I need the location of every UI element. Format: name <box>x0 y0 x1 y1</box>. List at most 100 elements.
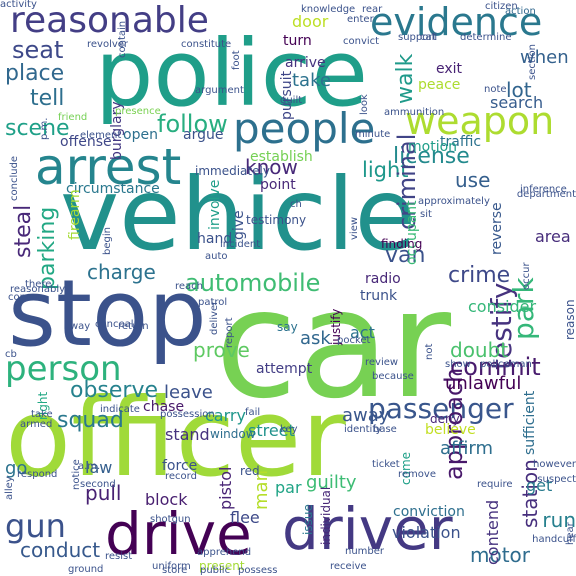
word-passenger: passenger <box>368 392 514 425</box>
word-arrest: arrest <box>35 138 182 196</box>
word-guilty: guilty <box>306 472 357 493</box>
word-foot: foot <box>231 50 242 70</box>
word-minute: minute <box>355 129 391 140</box>
word-reasonably: reasonably <box>10 284 66 295</box>
word-automobile: automobile <box>185 269 321 297</box>
word-motion: motion <box>408 139 458 155</box>
word-shotgun: shotgun <box>150 514 191 525</box>
word-officer: officer <box>5 376 346 501</box>
word-section: section <box>527 43 538 80</box>
word-issue: issue <box>301 504 315 535</box>
word-reason: reason <box>563 299 576 340</box>
word-open: open <box>123 127 158 143</box>
word-second: second <box>80 479 116 490</box>
word-walk: walk <box>393 53 418 104</box>
word-point: point <box>260 177 296 193</box>
word-charge: charge <box>87 260 156 284</box>
word-occupant: occupant <box>404 200 420 265</box>
word-turn: turn <box>283 33 312 49</box>
word-there: there <box>25 279 52 290</box>
word-convict: convict <box>343 36 380 47</box>
word-respond: respond <box>17 469 58 480</box>
word-reasonable: reasonable <box>10 0 209 41</box>
word-ground: ground <box>68 564 104 575</box>
word-commit: commit <box>450 353 541 381</box>
word-police: police <box>95 20 368 127</box>
word-base: base <box>373 424 397 435</box>
word-establish: establish <box>250 149 313 165</box>
word-involve: involve <box>207 179 223 230</box>
word-door: door <box>292 12 329 31</box>
word-show: show <box>445 359 471 370</box>
word-traffic: traffic <box>440 134 482 150</box>
word-apprehend: apprehend <box>197 547 252 558</box>
word-incident: incident <box>220 239 261 250</box>
word-deliver: deliver <box>209 300 220 335</box>
word-p-m: p.m. <box>39 117 50 140</box>
word-return: return <box>118 321 149 332</box>
word-attempt: attempt <box>256 361 313 377</box>
word-require: require <box>477 479 513 490</box>
word-remove: remove <box>398 469 436 480</box>
word-offense: offense <box>60 134 112 150</box>
word-carry: carry <box>205 406 246 425</box>
word-hear: hear <box>565 522 576 545</box>
word-present: present <box>199 559 245 573</box>
word-reach: reach <box>175 281 204 292</box>
word-run: run <box>542 508 576 532</box>
word-alley: alley <box>4 476 15 500</box>
word-argue: argue <box>183 127 224 143</box>
word-ticket: ticket <box>372 459 400 470</box>
word-friend: friend <box>58 112 88 123</box>
word-conduct: conduct <box>20 538 101 562</box>
word-possess: possess <box>238 565 278 576</box>
word-pistol: pistol <box>216 466 235 510</box>
word-doubt: doubt <box>450 338 509 362</box>
word-radio: radio <box>365 271 401 287</box>
word-conclude: conclude <box>9 155 20 201</box>
word-exit: exit <box>436 61 463 77</box>
word-chase: chase <box>143 399 185 415</box>
word-van: van <box>385 243 426 268</box>
word-record: record <box>165 471 197 482</box>
word-tell: tell <box>30 86 65 111</box>
word-possession: possession <box>160 409 215 420</box>
word-ammunition: ammunition <box>384 107 445 118</box>
word-consider: consider <box>468 297 537 316</box>
word-scene: scene <box>5 116 70 141</box>
word-place: place <box>5 61 65 86</box>
word-however: however <box>533 459 576 470</box>
word-go: go <box>5 458 28 479</box>
word-report: report <box>224 317 235 348</box>
word-act: act <box>350 323 375 342</box>
word-approximately: approximately <box>418 196 490 207</box>
word-area: area <box>535 227 571 246</box>
word-firearm: firearm <box>67 189 83 240</box>
word-sit: sit <box>420 209 432 220</box>
word-get: get <box>526 476 553 495</box>
word-person: person <box>5 349 122 389</box>
word-weapon: weapon <box>405 99 555 143</box>
word-testimony: testimony <box>246 213 307 227</box>
word-car: car <box>215 258 452 432</box>
word-conceal: conceal <box>95 319 134 330</box>
word-contend: contend <box>483 499 502 565</box>
word-unlawful: unlawful <box>445 373 522 394</box>
word-contain: contain <box>117 20 128 58</box>
word-receive: receive <box>330 561 367 572</box>
word-immediately: immediately <box>195 164 270 178</box>
word-stop: stop <box>8 260 207 367</box>
word-peace: peace <box>418 77 461 93</box>
word-observe: observe <box>70 378 159 403</box>
word-driver: driver <box>282 495 453 563</box>
word-argument: argument <box>195 85 244 96</box>
word-handcuff: handcuff <box>532 534 576 545</box>
word-use: use <box>455 168 491 192</box>
word-say: say <box>277 320 298 334</box>
word-flee: flee <box>230 508 260 527</box>
word-because: because <box>372 371 414 382</box>
word-armed: armed <box>20 419 53 430</box>
word-hand: hand <box>197 231 233 247</box>
word-key: key <box>280 424 298 435</box>
